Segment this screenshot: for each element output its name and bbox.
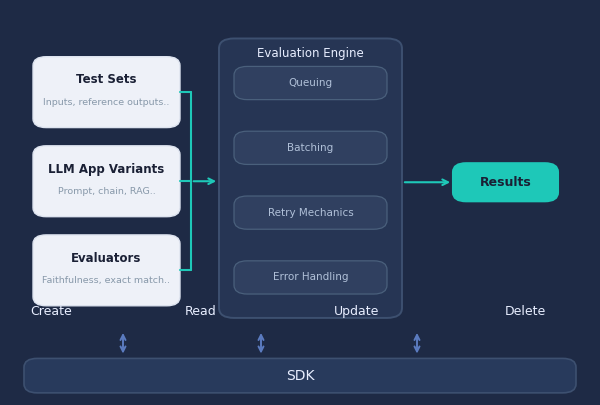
Text: Error Handling: Error Handling xyxy=(273,273,348,282)
FancyBboxPatch shape xyxy=(33,146,180,217)
FancyBboxPatch shape xyxy=(234,196,387,229)
FancyBboxPatch shape xyxy=(33,235,180,306)
Text: SDK: SDK xyxy=(286,369,314,383)
Text: Create: Create xyxy=(30,305,72,318)
Text: Update: Update xyxy=(334,305,380,318)
Text: LLM App Variants: LLM App Variants xyxy=(49,162,164,176)
FancyBboxPatch shape xyxy=(219,38,402,318)
FancyBboxPatch shape xyxy=(33,57,180,128)
FancyBboxPatch shape xyxy=(453,163,558,201)
Text: Read: Read xyxy=(185,305,217,318)
FancyBboxPatch shape xyxy=(24,358,576,393)
Text: Evaluation Engine: Evaluation Engine xyxy=(257,47,364,60)
FancyBboxPatch shape xyxy=(234,261,387,294)
Text: Inputs, reference outputs..: Inputs, reference outputs.. xyxy=(43,98,170,107)
Text: Evaluators: Evaluators xyxy=(71,252,142,265)
Text: Batching: Batching xyxy=(287,143,334,153)
Text: Test Sets: Test Sets xyxy=(76,73,137,87)
FancyBboxPatch shape xyxy=(234,131,387,164)
Text: Retry Mechanics: Retry Mechanics xyxy=(268,208,353,217)
Text: Faithfulness, exact match..: Faithfulness, exact match.. xyxy=(43,276,170,285)
Text: Delete: Delete xyxy=(505,305,545,318)
Text: Results: Results xyxy=(479,176,532,189)
Text: Queuing: Queuing xyxy=(289,78,332,88)
Text: Prompt, chain, RAG..: Prompt, chain, RAG.. xyxy=(58,187,155,196)
FancyBboxPatch shape xyxy=(234,66,387,100)
